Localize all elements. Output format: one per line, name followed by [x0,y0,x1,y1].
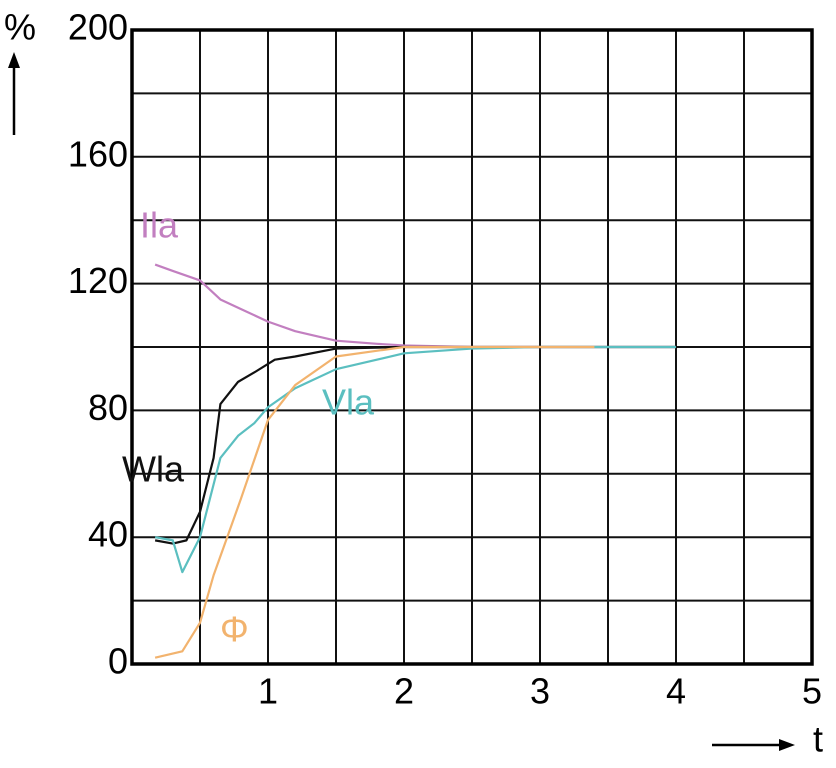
y-arrow-head [8,52,20,68]
series-label: Vla [322,382,375,423]
x-tick-label: 3 [530,671,550,712]
series-line [154,345,676,545]
x-tick-label: 5 [802,671,822,712]
y-tick-label: 40 [88,514,128,555]
x-tick-label: 4 [666,671,686,712]
y-tick-label: 80 [88,387,128,428]
y-tick-label: 200 [68,7,128,48]
y-tick-label: 0 [108,641,128,682]
series-line [154,345,595,659]
series-label: Φ [220,609,249,650]
series-label: Ila [140,205,179,246]
y-axis-label: % [4,7,36,48]
x-arrow-head [779,739,795,751]
series-line [154,345,676,574]
y-tick-label: 160 [68,133,128,174]
series-label: Wla [122,449,185,490]
x-tick-label: 2 [394,671,414,712]
plot-frame [130,28,814,666]
series-line [154,263,676,349]
x-axis-label: t [813,719,823,760]
y-tick-label: 120 [68,260,128,301]
x-tick-label: 1 [258,671,278,712]
